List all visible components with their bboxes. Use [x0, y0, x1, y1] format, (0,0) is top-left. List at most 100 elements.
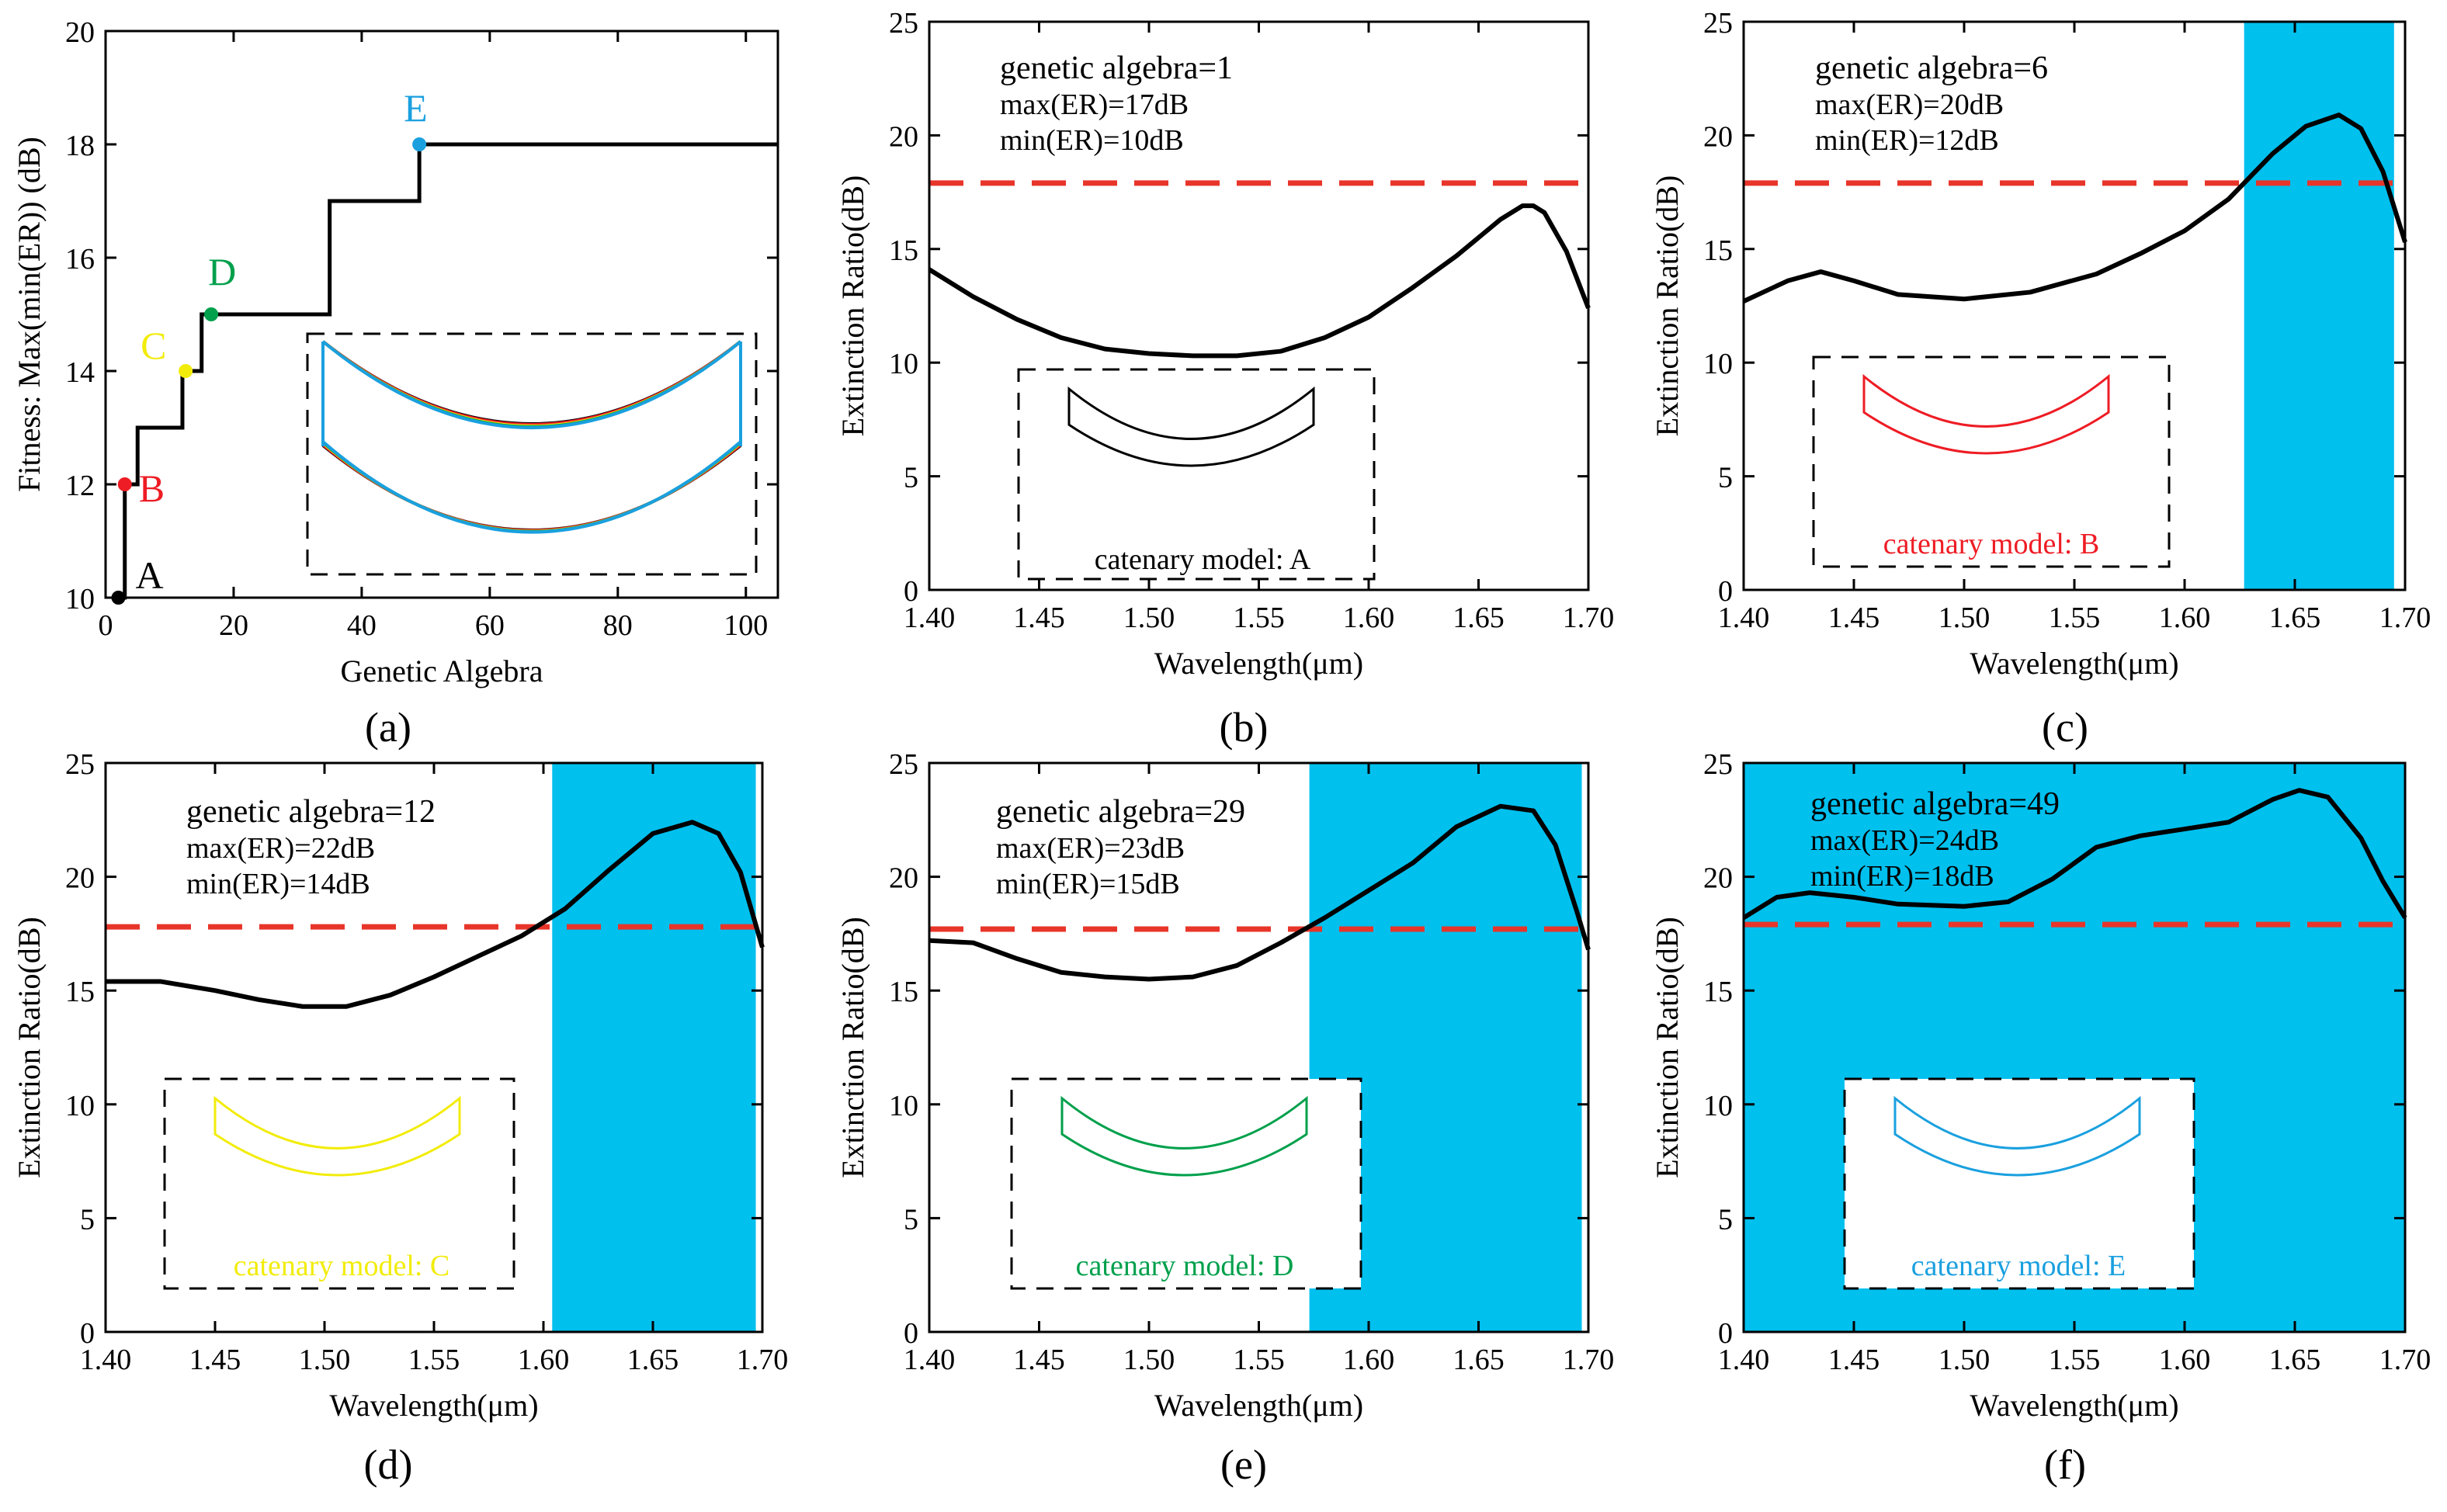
fitness-step-line: [118, 142, 778, 600]
x-tick-label: 1.45: [1828, 1344, 1880, 1376]
panel-label: (e): [1220, 1441, 1267, 1488]
annotation-line: max(ER)=24dB: [1810, 824, 1999, 857]
y-axis-label: Extinction Ratio(dB): [1650, 175, 1685, 437]
y-tick-label: 20: [65, 16, 95, 49]
inset-frame: [1017, 368, 1376, 581]
panel-e: 1.40 1.45 1.50 1.55 1.60 1.65 1.70 0 5 10 15 20 25 Wa…: [835, 748, 1614, 1488]
x-tick-label: 1.55: [1233, 602, 1285, 634]
y-tick-label: 15: [889, 976, 918, 1008]
y-tick-label: 0: [1718, 1317, 1733, 1350]
annotation-line: min(ER)=14dB: [186, 868, 370, 900]
plot-frame: [104, 29, 779, 599]
y-tick-label: 10: [65, 583, 95, 616]
y-axis-label: Extinction Ratio(dB): [835, 175, 870, 437]
x-tick-label: 1.40: [1718, 602, 1770, 634]
y-tick-label: 25: [1703, 7, 1733, 40]
x-tick-label: 1.60: [1343, 1344, 1395, 1376]
y-tick-label: 20: [889, 120, 918, 153]
annotation-line: genetic algebra=29: [996, 794, 1245, 830]
y-tick-label: 25: [1703, 748, 1733, 781]
panel-label: (c): [2042, 704, 2088, 751]
catenary-model-shape: [1893, 1095, 2141, 1177]
x-tick-label: 40: [347, 609, 377, 642]
panel-d: 1.40 1.45 1.50 1.55 1.60 1.65 1.70 0 5 10 15 20 25 Wa…: [12, 748, 788, 1488]
y-axis-label: Extinction Ratio(dB): [12, 917, 47, 1178]
y-tick-label: 5: [1718, 1203, 1733, 1236]
y-tick-label: 14: [65, 356, 95, 389]
inset-frame: [1843, 1077, 2195, 1290]
catenary-model-shape: [1067, 386, 1315, 467]
y-tick-label: 5: [904, 462, 918, 494]
annotation-line: min(ER)=18dB: [1810, 860, 1994, 893]
x-tick-label: 1.55: [1233, 1344, 1285, 1376]
annotation-line: genetic algebra=6: [1815, 50, 2048, 86]
y-tick-label: 12: [65, 470, 95, 502]
extinction-ratio-curve: [1742, 788, 2407, 920]
inset-frame: [1812, 355, 2171, 568]
inset-background: [1845, 1079, 2194, 1288]
x-tick-label: 1.70: [1563, 1344, 1615, 1376]
x-axis-label: Wavelength(μm): [329, 1388, 538, 1423]
x-axis-label: Wavelength(μm): [1154, 646, 1363, 681]
catenary-model-shape: [1060, 1095, 1308, 1177]
x-tick-label: 60: [475, 609, 505, 642]
y-tick-label: 0: [80, 1317, 95, 1350]
x-tick-label: 1.50: [1123, 602, 1175, 634]
point-D: [204, 307, 219, 321]
point-label-D: D: [208, 250, 236, 293]
annotation-line: min(ER)=15dB: [996, 868, 1180, 900]
point-label-C: C: [141, 324, 166, 367]
x-tick-label: 1.40: [1718, 1344, 1770, 1376]
inset-label: catenary model: B: [1883, 528, 2100, 560]
x-axis-label: Genetic Algebra: [341, 654, 543, 688]
inset-frame: [306, 332, 758, 576]
x-tick-label: 80: [603, 609, 633, 642]
inset-label: catenary model: C: [234, 1250, 450, 1282]
x-tick-label: 1.70: [2379, 1344, 2431, 1376]
x-tick-label: 1.45: [1013, 602, 1065, 634]
annotation-line: max(ER)=17dB: [1000, 88, 1189, 121]
y-tick-label: 15: [1703, 234, 1733, 267]
x-tick-label: 1.60: [2159, 602, 2211, 634]
panel-f: 1.40 1.45 1.50 1.55 1.60 1.65 1.70 0 5 10 15 20 25 Wa…: [1650, 748, 2431, 1488]
x-tick-label: 1.60: [1343, 602, 1395, 634]
y-tick-label: 10: [65, 1090, 95, 1122]
panel-label: (a): [365, 704, 411, 751]
catenary-model-shape: [213, 1095, 461, 1177]
x-tick-label: 20: [219, 609, 248, 642]
x-tick-label: 1.55: [408, 1344, 460, 1376]
point-label-A: A: [135, 553, 163, 597]
inset-catenary-inner: [321, 340, 742, 429]
extinction-ratio-curve: [928, 203, 1591, 359]
y-tick-label: 16: [65, 243, 95, 276]
point-B: [117, 477, 132, 491]
annotation-line: genetic algebra=12: [186, 794, 436, 830]
y-axis-label: Extinction Ratio(dB): [1650, 917, 1685, 1178]
panel-a: 0 20 40 60 80 100 10 12 14 16 18 20 Genetic Algebra F…: [12, 16, 779, 751]
inset-label: catenary model: E: [1911, 1250, 2126, 1282]
x-tick-label: 1.70: [1563, 602, 1615, 634]
inset-label: catenary model: A: [1095, 543, 1311, 576]
panel-c: 1.40 1.45 1.50 1.55 1.60 1.65 1.70 0 5 10 15 20 25 Wa…: [1650, 7, 2431, 751]
x-tick-label: 1.55: [2049, 602, 2101, 634]
inset-catenary-outer: [321, 440, 742, 534]
y-tick-label: 15: [1703, 976, 1733, 1008]
annotation-line: genetic algebra=1: [1000, 50, 1233, 86]
x-tick-label: 1.55: [2049, 1344, 2101, 1376]
x-tick-label: 1.45: [1013, 1344, 1065, 1376]
y-tick-label: 15: [65, 976, 95, 1008]
extinction-ratio-curve: [928, 803, 1591, 982]
x-tick-label: 1.40: [904, 602, 956, 634]
inset-frame: [1010, 1077, 1362, 1290]
y-tick-label: 0: [1718, 575, 1733, 608]
annotation-line: max(ER)=22dB: [186, 832, 375, 865]
y-tick-label: 10: [1703, 1090, 1733, 1122]
annotation-line: max(ER)=23dB: [996, 832, 1185, 865]
annotation-line: min(ER)=12dB: [1815, 124, 1999, 157]
x-axis-label: Wavelength(μm): [1154, 1388, 1363, 1423]
shaded-band: [552, 763, 756, 1332]
x-tick-label: 1.65: [1453, 602, 1505, 634]
y-tick-label: 25: [889, 7, 918, 40]
x-tick-label: 1.50: [1123, 1344, 1175, 1376]
